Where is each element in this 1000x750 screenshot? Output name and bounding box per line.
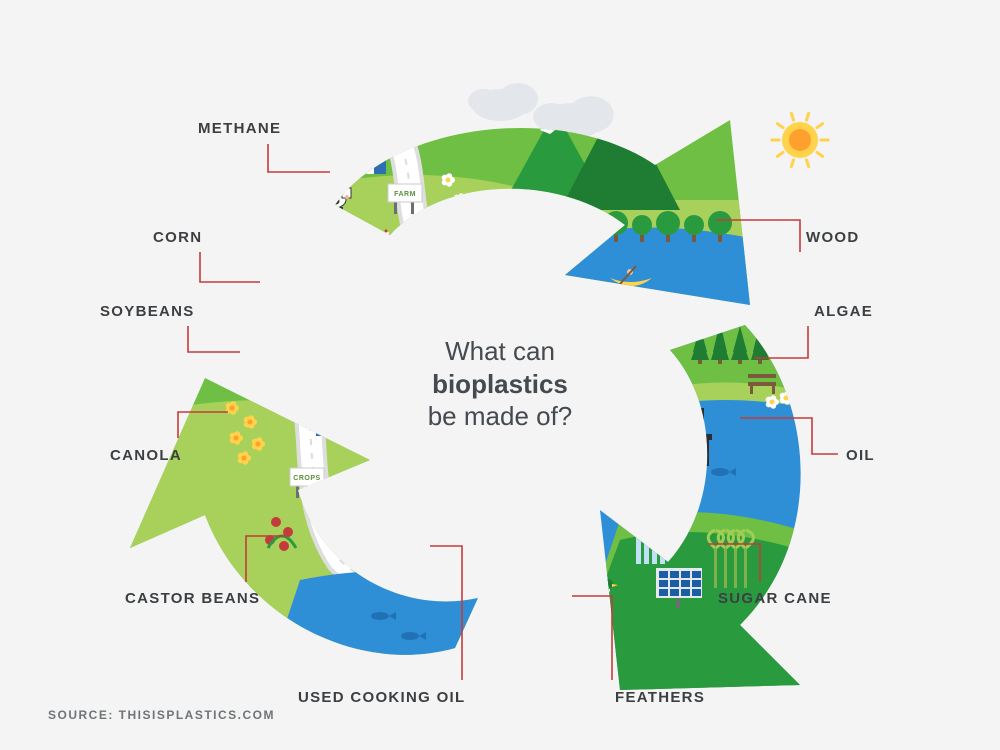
title-line3: be made of? [428,401,573,431]
label-methane: METHANE [198,120,281,137]
title-line2: bioplastics [432,369,568,399]
label-castor: CASTOR BEANS [125,590,260,607]
cloud-icon [468,83,538,121]
label-algae: ALGAE [814,303,873,320]
svg-text:CITY: CITY [378,483,396,490]
title-line1: What can [445,336,555,366]
leader-feathers [572,596,612,680]
source-credit: SOURCE: THISISPLASTICS.COM [48,708,275,722]
leader-soybeans [188,326,240,352]
label-wood: WOOD [806,229,860,246]
label-soybeans: SOYBEANS [100,303,195,320]
center-title: What can bioplastics be made of? [390,335,610,433]
label-cooking: USED COOKING OIL [298,689,465,706]
arrow-top: FARM [260,80,780,330]
leader-methane [268,144,330,172]
label-corn: CORN [153,229,202,246]
svg-text:CROPS: CROPS [293,475,320,482]
svg-text:FARM: FARM [394,191,416,198]
label-oil: OIL [846,447,875,464]
infographic-stage: FARM CROPS CITY What can bioplastics be ma… [0,0,1000,750]
label-canola: CANOLA [110,447,182,464]
label-sugar: SUGAR CANE [718,590,832,607]
label-feathers: FEATHERS [615,689,705,706]
leader-corn [200,252,260,282]
sun-icon [772,113,828,166]
